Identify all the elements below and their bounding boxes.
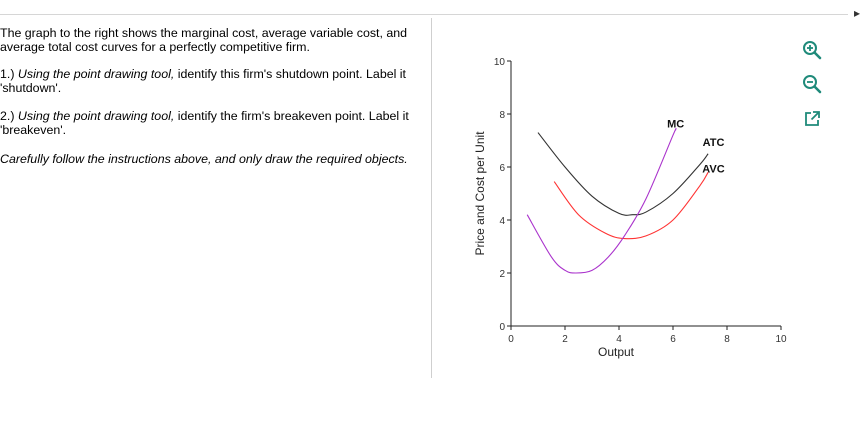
y-tick-label: 10 bbox=[494, 57, 506, 68]
zoom-in-icon bbox=[803, 41, 822, 60]
avc-label: AVC bbox=[702, 163, 724, 175]
question-1-tool-hint: Using the point drawing tool, bbox=[17, 67, 175, 81]
x-tick-label: 6 bbox=[670, 334, 676, 345]
y-tick-label: 8 bbox=[499, 110, 505, 121]
atc-curve bbox=[537, 132, 709, 216]
y-tick-label: 6 bbox=[499, 163, 505, 174]
question-1-number: 1.) bbox=[0, 67, 15, 81]
instructions-note: Carefully follow the instructions above,… bbox=[0, 152, 408, 166]
zoom-out-icon bbox=[803, 75, 822, 94]
cost-curves-chart[interactable]: Price and Cost per Unit Output 0 2 4 6 8 10 0 2… bbox=[440, 40, 800, 380]
atc-label: ATC bbox=[703, 137, 725, 149]
question-2-tool-hint: Using the point drawing tool, bbox=[17, 109, 175, 123]
top-divider bbox=[0, 14, 848, 15]
corner-arrow-icon[interactable]: ▸ bbox=[853, 6, 860, 20]
avc-curve bbox=[553, 172, 709, 240]
popout-button[interactable] bbox=[800, 107, 824, 131]
question-2: 2.) Using the point drawing tool, identi… bbox=[0, 109, 426, 137]
x-tick-label: 0 bbox=[508, 334, 514, 345]
x-tick-label: 8 bbox=[724, 334, 730, 345]
question-1: 1.) Using the point drawing tool, identi… bbox=[0, 67, 426, 95]
x-tick-label: 2 bbox=[562, 334, 568, 345]
y-axis-label: Price and Cost per Unit bbox=[473, 131, 487, 256]
mc-curve bbox=[526, 128, 677, 274]
question-1-text: identify this firm's shutdown point. Lab… bbox=[0, 67, 406, 95]
mc-label: MC bbox=[667, 118, 684, 130]
x-axis-label: Output bbox=[598, 345, 635, 359]
x-tick-label: 4 bbox=[616, 334, 622, 345]
question-2-text: identify the firm's breakeven point. Lab… bbox=[0, 109, 409, 137]
y-tick-label: 2 bbox=[499, 269, 505, 280]
x-tick-label: 10 bbox=[775, 334, 787, 345]
panel-divider bbox=[431, 18, 432, 378]
y-tick-label: 4 bbox=[499, 216, 505, 227]
zoom-in-button[interactable] bbox=[800, 38, 824, 62]
intro-text: The graph to the right shows the margina… bbox=[0, 26, 408, 54]
zoom-out-button[interactable] bbox=[800, 72, 824, 96]
y-tick-label: 0 bbox=[499, 322, 505, 333]
instructions-panel: The graph to the right shows the margina… bbox=[0, 26, 426, 179]
external-link-icon bbox=[805, 111, 820, 126]
question-2-number: 2.) bbox=[0, 109, 15, 123]
